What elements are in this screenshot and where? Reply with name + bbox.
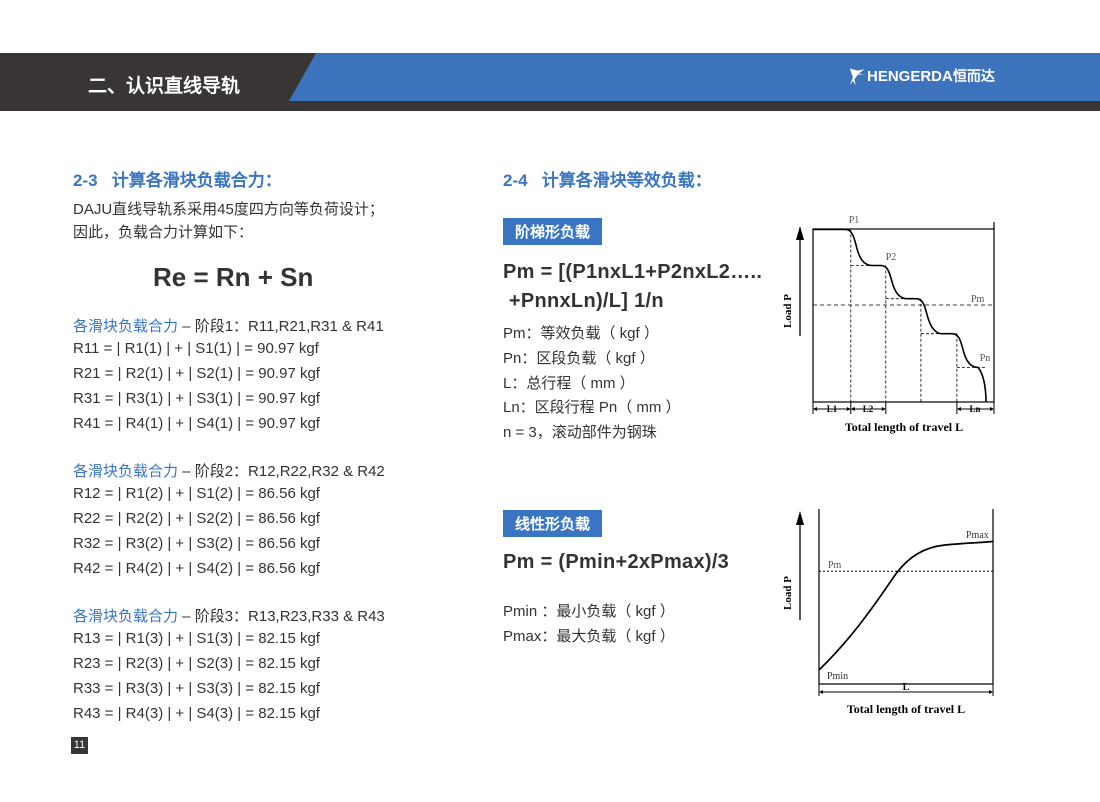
svg-text:Pm: Pm xyxy=(971,294,985,305)
svg-text:L2: L2 xyxy=(863,404,874,414)
svg-text:P1: P1 xyxy=(849,215,860,226)
svg-text:Ln: Ln xyxy=(969,404,980,414)
svg-text:Load P: Load P xyxy=(782,576,794,610)
svg-text:Pmax: Pmax xyxy=(966,530,989,541)
svg-text:Pn: Pn xyxy=(980,353,991,364)
svg-text:Total length of travel L: Total length of travel L xyxy=(847,702,965,716)
svg-text:L: L xyxy=(903,682,910,693)
svg-text:P2: P2 xyxy=(886,252,897,263)
svg-text:Total length of travel L: Total length of travel L xyxy=(845,420,963,434)
svg-text:Load P: Load P xyxy=(782,294,794,328)
svg-text:Pmin: Pmin xyxy=(827,671,848,682)
svg-text:L1: L1 xyxy=(827,404,838,414)
svg-text:Pm: Pm xyxy=(828,560,842,571)
